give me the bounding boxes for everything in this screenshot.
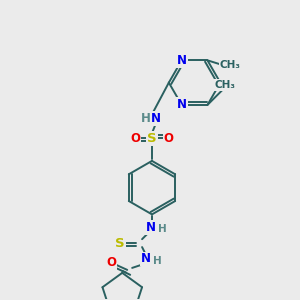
Text: O: O (164, 132, 174, 145)
Text: N: N (151, 112, 161, 125)
Text: CH₃: CH₃ (215, 80, 236, 90)
Text: H: H (141, 112, 151, 125)
Text: H: H (158, 224, 166, 234)
Text: N: N (177, 98, 187, 111)
Text: N: N (177, 54, 187, 67)
Text: S: S (147, 132, 157, 145)
Text: N: N (146, 221, 156, 234)
Text: O: O (130, 132, 140, 145)
Text: S: S (116, 237, 125, 250)
Text: O: O (106, 256, 116, 269)
Text: N: N (141, 253, 151, 266)
Text: H: H (153, 256, 161, 266)
Text: CH₃: CH₃ (220, 60, 241, 70)
